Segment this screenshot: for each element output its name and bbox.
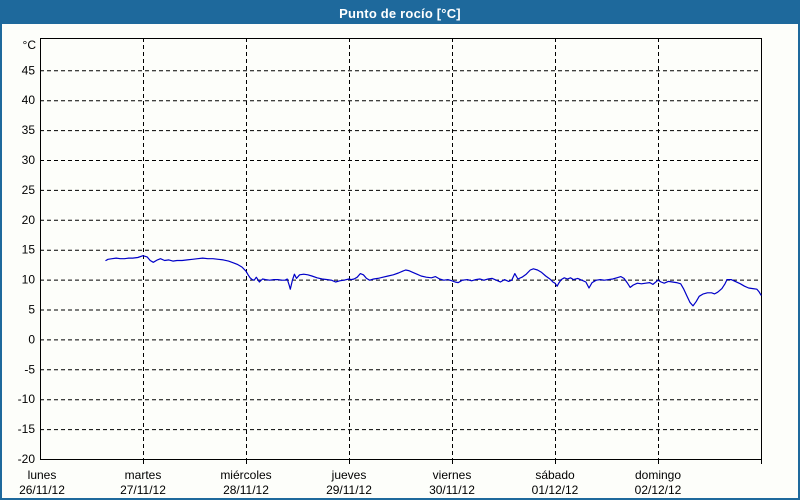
day-date-label-3: 29/11/12	[326, 483, 372, 497]
y-tick-label-40: 40	[22, 93, 36, 107]
horizontal-gridlines	[40, 70, 761, 431]
y-tick-label-20: 20	[22, 213, 36, 227]
y-tick-label-30: 30	[22, 153, 36, 167]
y-tick-label--5: -5	[24, 362, 35, 376]
day-date-label-2: 28/11/12	[223, 483, 269, 497]
day-date-label-0: 26/11/12	[19, 483, 65, 497]
day-name-label-2: miércoles	[220, 468, 271, 482]
y-axis-unit-label: °C	[23, 38, 37, 52]
day-date-label-4: 30/11/12	[429, 483, 475, 497]
y-tick-label-35: 35	[22, 123, 36, 137]
plot-border	[40, 38, 762, 460]
day-name-label-0: lunes	[28, 468, 57, 482]
y-tick-label-25: 25	[22, 183, 36, 197]
day-name-label-4: viernes	[433, 468, 472, 482]
y-tick-label--20: -20	[18, 452, 36, 466]
y-tick-label--10: -10	[18, 392, 36, 406]
day-name-label-6: domingo	[635, 468, 681, 482]
y-tick-label-10: 10	[22, 273, 36, 287]
plot-area	[40, 38, 761, 459]
day-date-label-1: 27/11/12	[120, 483, 166, 497]
y-tick-label-45: 45	[22, 63, 36, 77]
y-tick-label--15: -15	[18, 422, 36, 436]
chart-title-bar: Punto de rocío [°C]	[2, 2, 798, 24]
chart-title: Punto de rocío [°C]	[339, 5, 461, 21]
chart-content: °C 45 40 35 30 25 20 15 10 5 0 -5 -10 -15 -20 lunes 26/1…	[2, 24, 798, 498]
day-name-label-5: sábado	[535, 468, 575, 482]
day-date-label-5: 01/12/12	[532, 483, 579, 497]
y-tick-label-5: 5	[28, 302, 35, 316]
y-tick-label-15: 15	[22, 243, 36, 257]
dew-point-chart: °C 45 40 35 30 25 20 15 10 5 0 -5 -10 -15 -20 lunes26/1…	[18, 38, 762, 497]
y-tick-label-0: 0	[28, 332, 35, 346]
dew-point-series-line	[105, 255, 762, 307]
vertical-gridlines	[143, 38, 659, 459]
day-date-label-6: 02/12/12	[635, 483, 682, 497]
y-axis-labels: °C 45 40 35 30 25 20 15 10 5 0 -5 -10 -15 -20	[18, 38, 37, 466]
day-name-label-3: jueves	[331, 468, 367, 482]
day-name-label-1: martes	[125, 468, 162, 482]
x-axis-ticks	[143, 459, 762, 464]
